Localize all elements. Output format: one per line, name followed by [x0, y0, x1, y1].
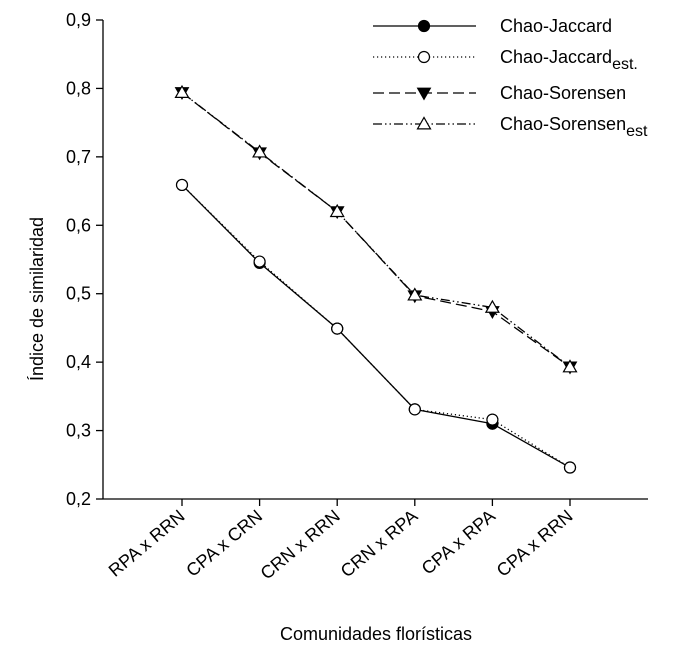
- legend-label-base: Chao-Sorensen: [500, 83, 626, 103]
- y-tick-label: 0,2: [66, 489, 91, 509]
- legend-entry-1: Chao-Jaccard: [373, 16, 612, 36]
- data-point: [486, 413, 499, 426]
- data-point: [329, 203, 345, 218]
- legend-marker: [416, 87, 432, 101]
- series-4: [181, 92, 571, 368]
- series-line: [181, 92, 571, 368]
- data-point: [484, 299, 500, 313]
- y-tick-label: 0,9: [66, 10, 91, 30]
- data-point: [331, 322, 344, 335]
- data-point: [562, 359, 578, 373]
- legend-entry-3: Chao-Sorensen: [373, 83, 626, 103]
- series-1: [181, 184, 571, 469]
- y-tick-label: 0,6: [66, 215, 91, 235]
- legend-label-base: Chao-Jaccard: [500, 47, 612, 67]
- series-layer: [174, 84, 578, 474]
- data-point: [253, 255, 266, 268]
- legend-marker: [416, 116, 432, 130]
- x-axis-title: Comunidades florísticas: [280, 624, 472, 644]
- series-3: [181, 92, 571, 368]
- y-tick-label: 0,5: [66, 284, 91, 304]
- legend-entry-2: Chao-Jaccardest.: [373, 47, 638, 73]
- data-point: [174, 84, 190, 99]
- legend: Chao-JaccardChao-Jaccardest.Chao-Sorense…: [373, 16, 648, 140]
- legend-label: Chao-Jaccardest.: [500, 47, 638, 73]
- legend-marker: [417, 50, 431, 64]
- legend-label-base: Chao-Jaccard: [500, 16, 612, 36]
- data-point: [175, 178, 189, 192]
- data-point: [252, 144, 268, 158]
- data-point: [407, 287, 423, 301]
- data-point: [408, 403, 421, 416]
- x-tick-label: CRN x RPA: [337, 506, 422, 582]
- series-4-markers: [174, 84, 578, 373]
- y-tick-label: 0,3: [66, 421, 91, 441]
- y-tick-label: 0,4: [66, 352, 91, 372]
- series-line: [181, 184, 571, 469]
- legend-label: Chao-Jaccard: [500, 16, 612, 36]
- x-tick-label: CPA x RRN: [493, 506, 577, 581]
- y-axis-title: Índice de similaridad: [27, 217, 47, 381]
- legend-label-subscript: est: [626, 123, 648, 140]
- legend-label: Chao-Sorensen: [500, 83, 626, 103]
- series-2: [181, 184, 571, 469]
- data-point: [563, 461, 577, 474]
- series-2-markers: [175, 178, 577, 474]
- y-tick-label: 0,7: [66, 147, 91, 167]
- legend-marker: [417, 19, 431, 33]
- legend-entry-4: Chao-Sorensenest: [373, 114, 648, 140]
- x-tick-label: CPA x RPA: [418, 506, 499, 579]
- x-tick-label: CPA x CRN: [182, 506, 266, 581]
- series-1-markers: [175, 178, 577, 474]
- series-line: [181, 184, 571, 469]
- legend-label: Chao-Sorensenest: [500, 114, 648, 140]
- series-line: [181, 92, 571, 368]
- x-tick-label: RPA x RRN: [105, 506, 189, 581]
- legend-label-subscript: est.: [612, 56, 638, 73]
- x-tick-label: CRN x RRN: [257, 506, 344, 584]
- legend-label-base: Chao-Sorensen: [500, 114, 626, 134]
- y-tick-label: 0,8: [66, 78, 91, 98]
